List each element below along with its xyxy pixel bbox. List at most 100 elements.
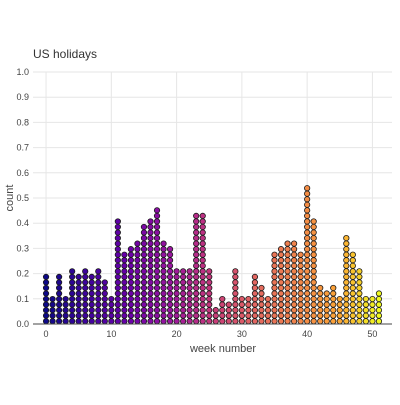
histogram-dot <box>127 295 135 303</box>
histogram-dot <box>193 295 200 303</box>
histogram-dot <box>186 284 193 292</box>
histogram-dot <box>232 307 239 314</box>
histogram-dot <box>147 279 154 286</box>
histogram-dot <box>140 268 148 275</box>
histogram-dot <box>42 279 50 286</box>
histogram-dot <box>310 234 317 242</box>
chart-title: US holidays <box>33 47 97 61</box>
histogram-dot <box>166 284 174 292</box>
histogram-dot <box>147 223 154 231</box>
histogram-dot <box>147 273 154 280</box>
histogram-dot <box>297 273 304 280</box>
histogram-dot <box>101 301 108 308</box>
histogram-dot <box>121 279 128 286</box>
histogram-dot <box>343 262 350 269</box>
histogram-dot <box>212 312 219 319</box>
histogram-dot <box>75 312 82 319</box>
histogram-dot <box>193 223 200 231</box>
histogram-dot <box>147 284 154 292</box>
histogram-dot <box>375 318 383 325</box>
histogram-dot <box>134 273 141 280</box>
histogram-dot <box>153 223 161 231</box>
histogram-dot <box>193 268 200 275</box>
histogram-dot <box>199 262 206 269</box>
histogram-dot <box>343 318 350 325</box>
histogram-dot <box>121 312 128 319</box>
histogram-dot <box>245 301 252 308</box>
histogram-dot <box>245 307 252 314</box>
histogram-dot <box>160 284 167 292</box>
histogram-dot <box>160 268 167 275</box>
histogram-dot <box>193 312 200 319</box>
histogram-dot <box>180 279 187 286</box>
histogram-dot <box>88 273 95 280</box>
histogram-dot <box>49 318 56 325</box>
histogram-dot <box>140 312 148 319</box>
histogram-dot <box>206 273 213 280</box>
histogram-dot <box>193 307 200 314</box>
histogram-dot <box>290 262 298 269</box>
histogram-dot <box>166 290 174 297</box>
histogram-dot <box>284 284 291 292</box>
histogram-dot <box>284 240 291 247</box>
histogram-dot <box>75 279 82 286</box>
histogram-dot <box>349 257 356 264</box>
histogram-dot <box>127 279 135 286</box>
histogram-dot <box>323 290 330 297</box>
histogram-dot <box>375 295 383 303</box>
histogram-dot <box>284 257 291 264</box>
histogram-dot <box>193 284 200 292</box>
histogram-dot <box>304 229 311 236</box>
histogram-dot <box>108 301 115 308</box>
histogram-dot <box>166 301 174 308</box>
histogram-dot <box>277 251 285 258</box>
histogram-dot <box>108 318 115 325</box>
histogram-dot <box>153 218 161 225</box>
histogram-dot <box>147 312 154 319</box>
histogram-dot <box>114 218 121 225</box>
histogram-dot <box>42 295 50 303</box>
histogram-dot <box>304 279 311 286</box>
histogram-dot <box>199 301 206 308</box>
histogram-dot <box>127 284 135 292</box>
histogram-dot <box>304 268 311 275</box>
histogram-dot <box>134 307 141 314</box>
histogram-dot <box>290 246 298 253</box>
histogram-dot <box>95 279 102 286</box>
histogram-dot <box>251 301 259 308</box>
histogram-dot <box>199 312 206 319</box>
histogram-dot <box>199 295 206 303</box>
histogram-dot <box>212 318 219 325</box>
histogram-dot <box>127 318 135 325</box>
histogram-dot <box>147 251 154 258</box>
histogram-dot <box>219 312 226 319</box>
histogram-dot <box>232 268 239 275</box>
histogram-dot <box>180 284 187 292</box>
histogram-dot <box>304 212 311 219</box>
histogram-dot <box>304 318 311 325</box>
histogram-dot <box>166 312 174 319</box>
axis-layer: 0.0 0.1 0.2 0.3 0.4 0.5 0.6 0.7 0.8 0.9 1.0 0 10 20 30… <box>16 67 392 339</box>
histogram-dot <box>166 273 174 280</box>
histogram-dot <box>323 301 330 308</box>
histogram-dot <box>375 290 383 297</box>
histogram-dot <box>349 295 356 303</box>
histogram-dot <box>199 240 206 247</box>
histogram-dot <box>199 284 206 292</box>
histogram-dot <box>349 268 356 275</box>
histogram-dot <box>160 312 167 319</box>
histogram-dot <box>166 279 174 286</box>
histogram-dot <box>180 290 187 297</box>
y-tick-label: 0.0 <box>16 319 29 329</box>
histogram-dot <box>88 295 95 303</box>
histogram-dot <box>140 262 148 269</box>
histogram-dot <box>101 284 108 292</box>
histogram-dot <box>140 246 148 253</box>
histogram-dot <box>290 284 298 292</box>
histogram-dot <box>173 290 180 297</box>
histogram-dot <box>153 279 161 286</box>
histogram-dot <box>369 301 376 308</box>
histogram-dot <box>153 295 161 303</box>
histogram-dot <box>206 312 213 319</box>
